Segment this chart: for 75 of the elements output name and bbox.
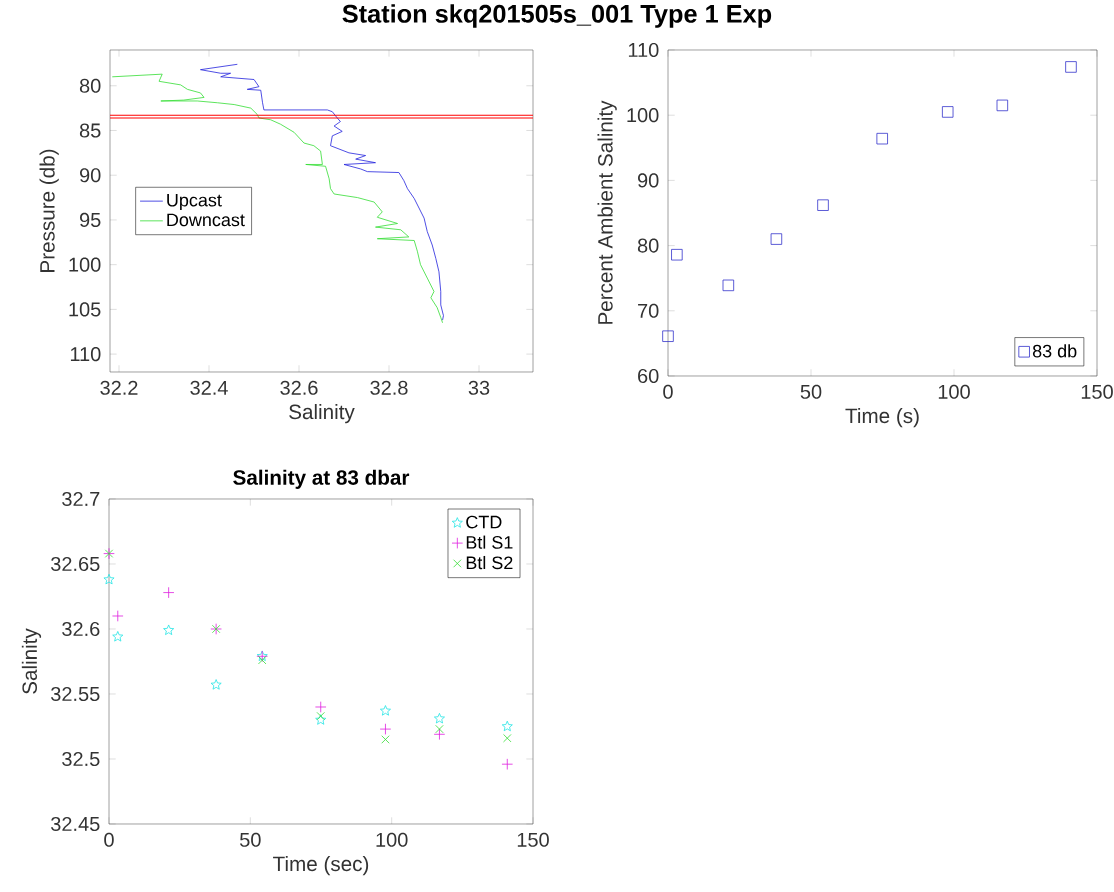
y-axis-title: Pressure (db) bbox=[39, 149, 59, 272]
legend-label: Upcast bbox=[167, 193, 222, 211]
point bbox=[671, 248, 683, 261]
y-tick-label: 60 bbox=[638, 368, 659, 384]
y-tick-label: 70 bbox=[638, 303, 659, 318]
legend-label: CTD bbox=[466, 515, 502, 529]
y-tick-label: 110 bbox=[70, 347, 101, 362]
point bbox=[379, 705, 391, 716]
legend-label: Btl S2 bbox=[466, 555, 513, 570]
point bbox=[722, 279, 735, 292]
point bbox=[433, 728, 446, 741]
point bbox=[501, 758, 514, 770]
y-tick-label: 85 bbox=[79, 123, 101, 138]
x-tick-label: 150 bbox=[1081, 384, 1113, 399]
y-tick-label: 80 bbox=[79, 78, 101, 93]
y-tick-label: 110 bbox=[628, 42, 659, 58]
y-tick-label: 32.45 bbox=[51, 816, 100, 832]
y-tick-label: 32.7 bbox=[62, 491, 100, 507]
x-tick-label: 32.6 bbox=[280, 380, 318, 395]
x-axis-title: Time (sec) bbox=[273, 856, 369, 876]
chart-title: Station skq201505s_001 Type 1 Exp bbox=[342, 4, 772, 28]
x-tick-label: 32.2 bbox=[100, 380, 138, 395]
x-tick-label: 33 bbox=[468, 380, 490, 395]
legend-label: 83 db bbox=[1032, 344, 1077, 358]
y-tick-label: 32.55 bbox=[51, 686, 100, 702]
x-tick-label: 32.4 bbox=[190, 380, 228, 395]
y-tick-label: 32.5 bbox=[62, 751, 100, 767]
y-axis-title: Salinity bbox=[21, 628, 42, 694]
y-tick-label: 100 bbox=[69, 257, 101, 272]
point bbox=[817, 199, 829, 211]
y-tick-label: 100 bbox=[627, 108, 659, 123]
point bbox=[163, 624, 175, 635]
x-tick-label: 32.8 bbox=[370, 380, 408, 395]
point bbox=[210, 679, 222, 690]
x-tick-label: 50 bbox=[800, 384, 822, 399]
legend-label: Downcast bbox=[167, 213, 245, 227]
x-axis-title: Salinity bbox=[289, 404, 355, 424]
line-series bbox=[111, 73, 443, 324]
y-tick-label: 95 bbox=[79, 212, 101, 228]
point bbox=[770, 233, 783, 245]
x-tick-label: 100 bbox=[376, 832, 408, 847]
point bbox=[316, 711, 325, 721]
y-tick-label: 90 bbox=[637, 173, 659, 188]
point bbox=[314, 701, 327, 713]
x-axis-title: Time (s) bbox=[845, 408, 919, 428]
legend-label: Btl S1 bbox=[466, 535, 513, 549]
point bbox=[501, 720, 513, 732]
point bbox=[258, 656, 267, 665]
point bbox=[1065, 61, 1077, 73]
point bbox=[996, 99, 1009, 112]
y-tick-label: 90 bbox=[79, 168, 101, 183]
point bbox=[381, 735, 390, 744]
point bbox=[503, 734, 512, 743]
point bbox=[162, 586, 175, 599]
x-tick-label: 100 bbox=[938, 384, 970, 399]
y-tick-label: 105 bbox=[69, 302, 101, 317]
point bbox=[112, 610, 124, 622]
y-tick-label: 32.65 bbox=[51, 556, 100, 572]
chart-title: Salinity at 83 dbar bbox=[233, 469, 410, 489]
point bbox=[876, 132, 888, 145]
point bbox=[379, 723, 392, 735]
x-tick-label: 150 bbox=[517, 832, 549, 847]
point bbox=[112, 631, 124, 642]
point bbox=[435, 724, 444, 734]
point bbox=[433, 712, 445, 724]
point bbox=[941, 106, 954, 118]
y-tick-label: 32.6 bbox=[62, 621, 100, 637]
point bbox=[662, 330, 674, 342]
y-tick-label: 80 bbox=[637, 238, 659, 253]
x-tick-label: 50 bbox=[240, 832, 261, 847]
x-tick-label: 0 bbox=[104, 832, 114, 847]
point bbox=[103, 573, 115, 585]
point bbox=[315, 714, 327, 725]
x-tick-label: 0 bbox=[663, 384, 673, 399]
y-axis-title: Percent Ambient Salinity bbox=[597, 100, 617, 324]
